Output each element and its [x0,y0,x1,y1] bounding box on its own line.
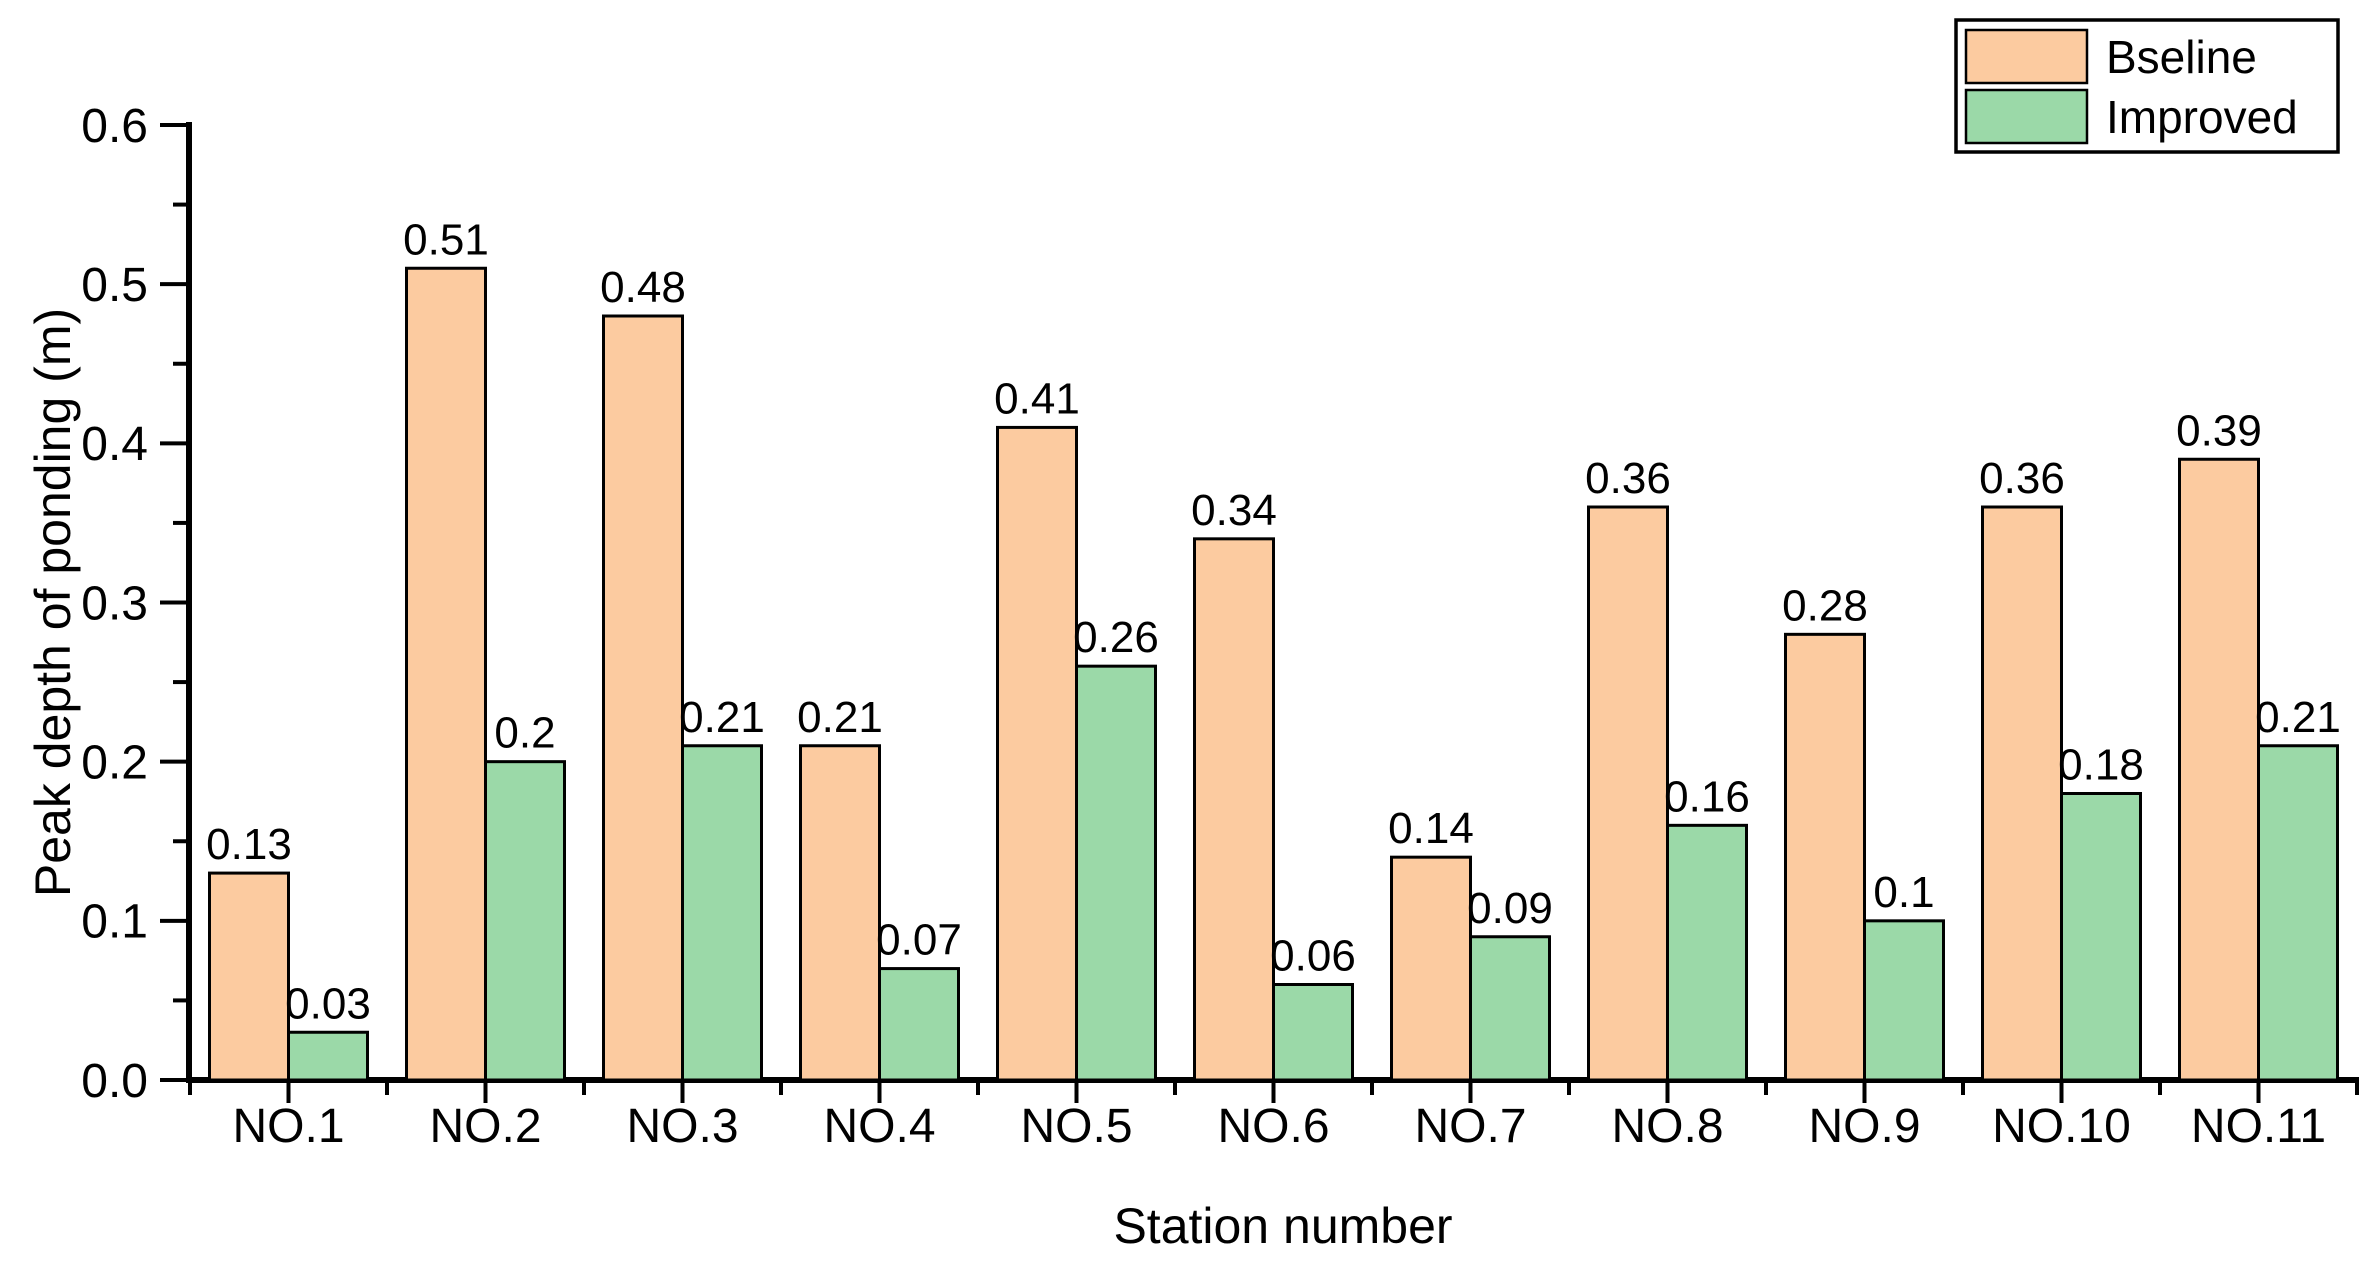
bar-value-label: 0.51 [403,215,489,264]
legend-label-improved: Improved [2106,91,2298,143]
baseline-bar [2178,457,2260,1082]
y-axis-tick-label: 0.3 [81,577,148,630]
improved-bar [1863,919,1945,1082]
bar-value-label: 0.1 [1873,868,1934,917]
x-axis-tick-label: NO.1 [232,1100,344,1153]
baseline-bar [799,744,881,1082]
x-axis-tick-label: NO.6 [1217,1100,1329,1153]
legend-label-baseline: Bseline [2106,31,2257,83]
improved-bar [2257,744,2339,1082]
improved-bar [1272,983,1354,1082]
improved-bar [2060,792,2142,1082]
bar-value-label: 0.34 [1191,486,1277,535]
bar-value-label: 0.21 [2255,693,2341,742]
bar-value-label: 0.09 [1467,884,1553,933]
improved-bar [287,1030,369,1082]
y-axis-tick-label: 0.5 [81,259,148,312]
bar-value-label: 0.36 [1585,454,1671,503]
bar-value-label: 0.13 [206,820,292,869]
bar-value-label: 0.41 [994,374,1080,423]
baseline-bar [1981,505,2063,1082]
legend-swatch-improved [1964,88,2089,145]
bar-value-label: 0.26 [1073,613,1159,662]
bar-value-label: 0.21 [797,693,883,742]
y-axis-tick-label: 0.4 [81,418,148,471]
bar-value-label: 0.36 [1979,454,2065,503]
x-axis-title: Station number [1113,1198,1452,1254]
x-axis-tick-label: NO.5 [1020,1100,1132,1153]
bar-value-label: 0.39 [2176,406,2262,455]
bar-value-label: 0.14 [1388,804,1474,853]
x-axis-tick-label: NO.4 [823,1100,935,1153]
improved-bar [681,744,763,1082]
improved-bar [484,760,566,1082]
x-axis-tick-label: NO.2 [429,1100,541,1153]
y-axis-tick-label: 0.6 [81,100,148,153]
bar-value-label: 0.21 [679,693,765,742]
bar-value-label: 0.16 [1664,772,1750,821]
baseline-bar [1784,632,1866,1082]
baseline-bar [1193,537,1275,1082]
x-axis-tick-label: NO.9 [1808,1100,1920,1153]
improved-bar [1075,664,1157,1082]
baseline-bar [405,266,487,1082]
baseline-bar [208,871,290,1082]
baseline-bar [996,425,1078,1082]
x-axis-tick-label: NO.7 [1414,1100,1526,1153]
bar-value-label: 0.06 [1270,932,1356,981]
x-axis-tick-label: NO.8 [1611,1100,1723,1153]
y-axis-tick-label: 0.1 [81,896,148,949]
y-axis-tick-label: 0.0 [81,1055,148,1108]
bar-value-label: 0.28 [1782,581,1868,630]
improved-bar [1666,823,1748,1082]
y-axis-tick-label: 0.2 [81,736,148,789]
baseline-bar [1587,505,1669,1082]
x-axis-tick-label: NO.10 [1992,1100,2131,1153]
bar-value-label: 0.2 [494,709,555,758]
x-axis-tick-label: NO.11 [2191,1100,2326,1153]
bar-value-label: 0.18 [2058,741,2144,790]
baseline-bar [602,314,684,1082]
improved-bar [1469,935,1551,1082]
legend-swatch-baseline [1964,28,2089,85]
baseline-bar [1390,855,1472,1082]
improved-bar [878,967,960,1082]
y-axis-title: Peak depth of ponding (m) [25,308,81,897]
x-axis-tick-label: NO.3 [626,1100,738,1153]
bar-value-label: 0.07 [876,916,962,965]
bar-value-label: 0.03 [285,979,371,1028]
bar-value-label: 0.48 [600,263,686,312]
